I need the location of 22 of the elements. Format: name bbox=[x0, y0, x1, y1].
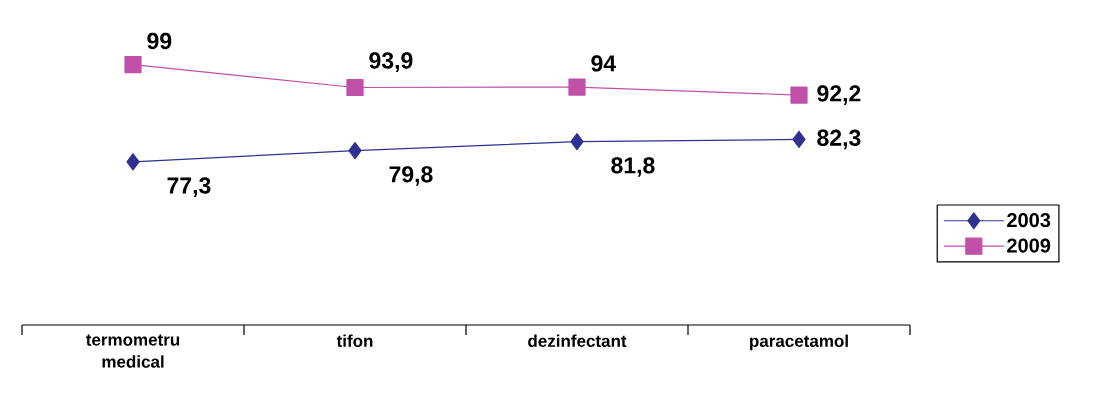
point bbox=[346, 78, 364, 97]
data-label: 92,2 bbox=[817, 85, 861, 105]
legend-label: 2003 bbox=[1007, 213, 1051, 228]
data-label: 77,3 bbox=[167, 177, 211, 197]
x-tick-label: paracetamol bbox=[750, 334, 848, 351]
data-label: 82,3 bbox=[817, 129, 861, 150]
point bbox=[790, 86, 808, 104]
point bbox=[348, 142, 362, 160]
legend-label: 2009 bbox=[1007, 238, 1051, 253]
point bbox=[124, 56, 142, 74]
point bbox=[568, 78, 586, 96]
point bbox=[126, 153, 140, 171]
x-tick-label: tifon bbox=[336, 334, 373, 348]
data-label: 81,8 bbox=[611, 157, 655, 177]
x-tick-label: dezinfectant bbox=[528, 334, 627, 348]
data-label: 99 bbox=[147, 32, 172, 50]
data-label: 93,9 bbox=[369, 52, 413, 72]
data-label: 79,8 bbox=[389, 166, 433, 186]
x-tick-label: termometru medical bbox=[85, 334, 180, 368]
point bbox=[792, 130, 806, 149]
point bbox=[570, 133, 584, 151]
data-label: 94 bbox=[591, 55, 616, 72]
